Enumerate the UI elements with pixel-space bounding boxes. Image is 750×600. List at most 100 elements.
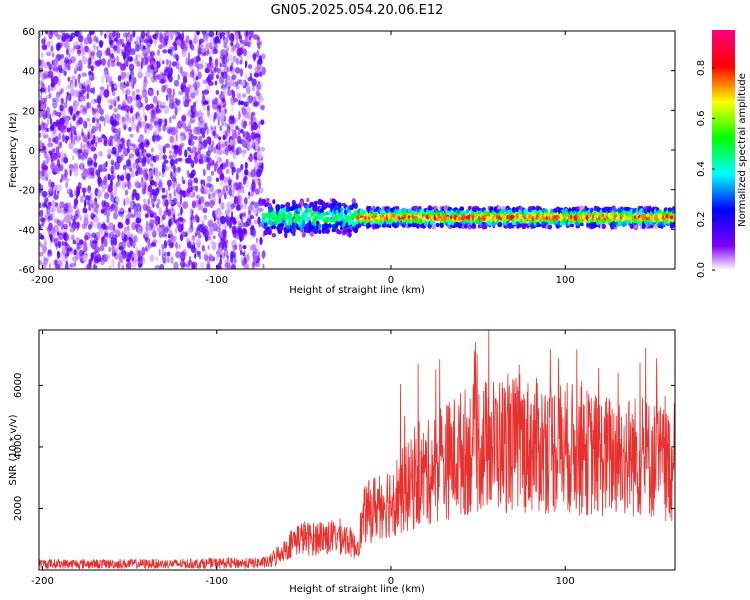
- heatmap-cell: [142, 84, 147, 93]
- heatmap-cell: [175, 123, 178, 129]
- heatmap-cell: [48, 262, 52, 269]
- heatmap-cell: [68, 53, 71, 58]
- heatmap-cell: [100, 31, 103, 37]
- heatmap-cell: [139, 253, 144, 262]
- heatmap-cell: [152, 95, 158, 104]
- heatmap-cell: [147, 239, 151, 247]
- heatmap-cell: [192, 56, 199, 63]
- heatmap-cell: [261, 250, 266, 259]
- heatmap-cell: [207, 41, 214, 49]
- heatmap-cell: [210, 63, 214, 68]
- x-tick-label: -100: [205, 275, 228, 286]
- heatmap-cell: [207, 145, 212, 149]
- heatmap-cell: [173, 188, 176, 197]
- heatmap-cell: [316, 220, 320, 226]
- heatmap-cell: [125, 88, 131, 96]
- heatmap-cell: [93, 161, 98, 168]
- heatmap-cell: [203, 214, 208, 220]
- heatmap-cell: [94, 126, 99, 132]
- heatmap-cell: [670, 215, 674, 220]
- heatmap-cell: [148, 193, 152, 200]
- heatmap-cell: [161, 171, 165, 178]
- heatmap-cell: [214, 153, 221, 161]
- heatmap-cell: [109, 174, 115, 181]
- snr-frame: [38, 329, 676, 571]
- heatmap-cell: [162, 256, 167, 264]
- heatmap-cell: [78, 117, 83, 125]
- heatmap-cell: [231, 47, 234, 53]
- heatmap-cell: [169, 150, 172, 155]
- x-tick-label: -200: [31, 275, 54, 286]
- heatmap-cell: [74, 167, 78, 177]
- heatmap-cell: [225, 214, 230, 223]
- heatmap-cell: [221, 56, 228, 64]
- heatmap-cell: [212, 130, 215, 137]
- heatmap-cell: [197, 242, 200, 249]
- heatmap-cell: [125, 218, 130, 226]
- heatmap-cell: [99, 86, 105, 91]
- heatmap-cell: [87, 131, 91, 140]
- heatmap-cell: [210, 254, 214, 261]
- heatmap-cell: [218, 150, 223, 155]
- heatmap-cell: [126, 81, 129, 87]
- heatmap-cell: [268, 202, 272, 208]
- heatmap-cell: [39, 139, 43, 149]
- heatmap-cell: [199, 196, 205, 204]
- heatmap-cell: [149, 157, 152, 165]
- heatmap-cell: [168, 155, 175, 160]
- heatmap-cell: [40, 223, 44, 228]
- heatmap-cell: [230, 161, 235, 171]
- heatmap-cell: [153, 193, 157, 202]
- y-tick-label: 0: [29, 146, 35, 157]
- heatmap-cell: [72, 222, 76, 232]
- heatmap-cell: [66, 48, 69, 56]
- heatmap-cell: [190, 219, 194, 228]
- heatmap-cell: [152, 239, 158, 244]
- heatmap-cell: [351, 198, 357, 204]
- heatmap-cell: [245, 35, 249, 43]
- heatmap-cell: [149, 169, 154, 177]
- heatmap-cell: [331, 228, 337, 233]
- heatmap-cell: [172, 46, 178, 52]
- heatmap-cell: [244, 161, 248, 170]
- heatmap-cell: [129, 116, 135, 124]
- heatmap-cell: [81, 108, 88, 115]
- heatmap-cell: [86, 102, 92, 109]
- heatmap-cell: [71, 155, 75, 161]
- heatmap-cell: [236, 79, 241, 85]
- heatmap-cell: [229, 64, 232, 71]
- heatmap-cell: [89, 52, 95, 60]
- heatmap-cell: [49, 117, 53, 126]
- heatmap-cell: [184, 149, 188, 158]
- heatmap-cell: [46, 51, 52, 56]
- heatmap-cell: [645, 213, 650, 218]
- heatmap-cell: [300, 200, 304, 207]
- heatmap-cell: [255, 141, 259, 150]
- heatmap-cell: [190, 106, 196, 115]
- heatmap-cell: [88, 205, 92, 211]
- heatmap-cell: [89, 87, 94, 94]
- heatmap-cell: [54, 165, 61, 174]
- heatmap-cell: [145, 140, 150, 146]
- heatmap-cell: [174, 97, 178, 104]
- heatmap-cell: [43, 256, 47, 262]
- x-tick-label: 0: [388, 576, 394, 587]
- heatmap-cell: [224, 263, 227, 268]
- heatmap-cell: [182, 201, 189, 209]
- heatmap-cell: [87, 167, 92, 176]
- heatmap-cell: [188, 255, 192, 262]
- heatmap-cell: [213, 42, 218, 52]
- heatmap-cell: [116, 61, 122, 67]
- heatmap-cell: [120, 250, 127, 256]
- colorbar-tick-label: 0.4: [696, 161, 707, 177]
- heatmap-cell: [42, 145, 47, 151]
- heatmap-cell: [142, 169, 148, 178]
- heatmap-cell: [117, 261, 121, 269]
- heatmap-cell: [43, 258, 49, 265]
- heatmap-cell: [199, 127, 206, 135]
- heatmap-cell: [163, 69, 167, 77]
- heatmap-cell: [255, 179, 260, 185]
- heatmap-cell: [94, 109, 99, 119]
- heatmap-cell: [60, 220, 64, 230]
- heatmap-cell: [144, 115, 148, 122]
